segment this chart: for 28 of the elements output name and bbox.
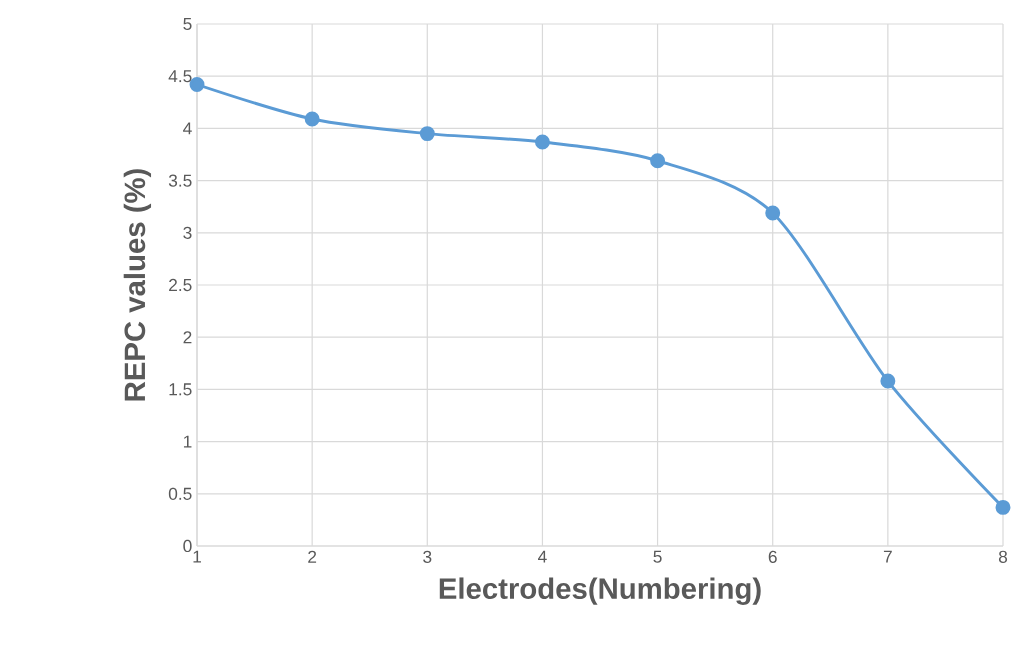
y-tick-label: 5 [183,17,192,31]
x-tick-label: 3 [423,550,432,563]
point [995,499,1011,515]
x-tick-label: 8 [998,550,1008,563]
point [765,205,781,221]
x-tick-label: 6 [768,550,777,563]
x-tick-label: 2 [308,550,317,563]
x-tick-label: 5 [653,550,662,563]
x-tick-label: 4 [538,550,547,563]
y-tick-label: 3.5 [168,174,192,187]
point [650,153,666,169]
y-tick-label: 3 [183,226,192,239]
y-tick-label: 4 [183,122,192,135]
y-tick-label: 1 [183,435,192,448]
x-axis-title: Electrodes(Numbering) [439,577,761,605]
y-tick-label: 2.5 [169,278,192,292]
y-axis-title: REPC values (%) [123,169,152,401]
x-tick-label: 7 [883,550,892,563]
y-tick-label: 0.5 [168,487,192,500]
point [304,111,320,127]
y-tick-label: 1.5 [169,383,192,396]
y-tick-label: 2 [183,331,192,344]
x-tick-label: 1 [193,550,201,563]
y-tick-label: 0 [183,539,192,553]
point [880,373,896,389]
point [419,126,435,142]
y-tick-label: 4.5 [168,70,192,83]
point [534,134,550,150]
